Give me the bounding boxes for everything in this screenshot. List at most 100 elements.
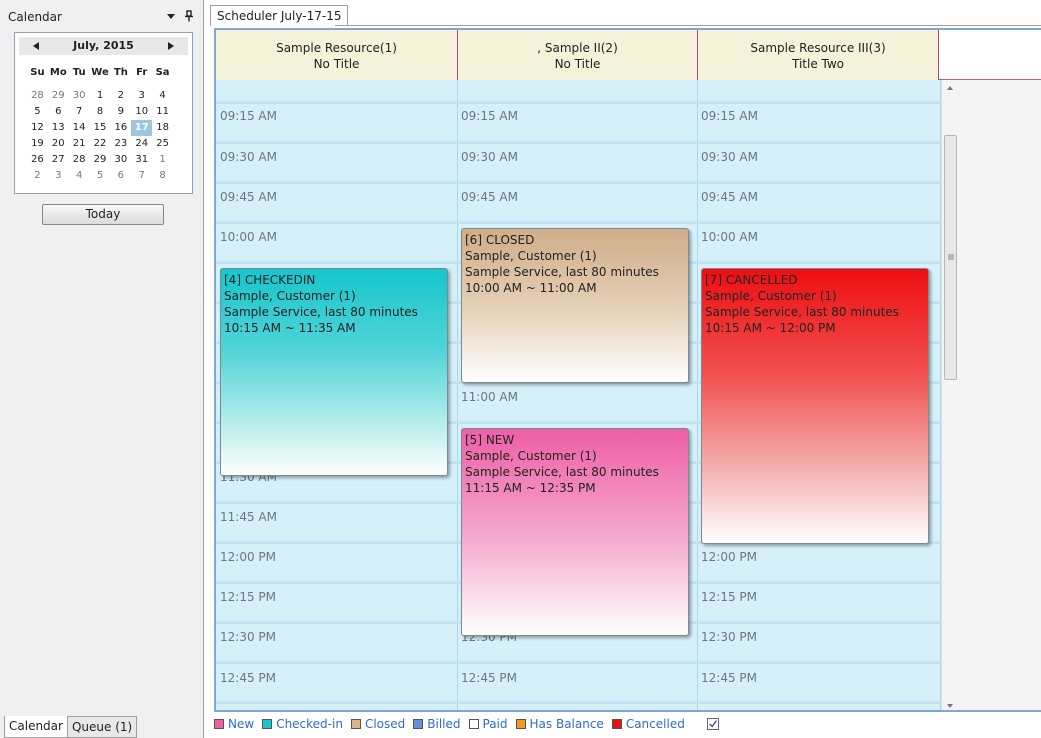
mini-calendar-day[interactable]: 3 [55, 170, 62, 181]
prev-month-icon[interactable] [31, 41, 41, 51]
mini-calendar-day[interactable]: 29 [51, 90, 65, 101]
legend-label: Paid [482, 717, 508, 731]
legend-color-swatch [468, 719, 479, 729]
mini-calendar-days: 28 29 30 1 2 3 4 5 6 7 8 9 10 11 12 13 14 15 16 17 18 19 20 21 2… [27, 88, 187, 184]
mini-calendar-day[interactable]: 5 [34, 106, 41, 117]
mini-calendar-day-selected[interactable]: 17 [131, 120, 153, 136]
mini-calendar-day[interactable]: 27 [51, 154, 65, 165]
dropdown-arrow-icon[interactable] [166, 11, 176, 21]
mini-calendar-day[interactable]: 2 [117, 90, 125, 101]
legend-item[interactable]: Billed [413, 717, 461, 731]
tab-calendar[interactable]: Calendar [4, 716, 68, 738]
appointment-time: 10:15 AM ~ 11:35 AM [224, 321, 356, 335]
mini-calendar-day[interactable]: 10 [135, 106, 149, 117]
appointment-closed[interactable]: [6] CLOSED Sample, Customer (1) Sample S… [461, 228, 689, 383]
mini-calendar-day[interactable]: 19 [31, 138, 44, 149]
scroll-down-icon[interactable] [946, 702, 954, 710]
appointment-customer: Sample, Customer (1) [224, 289, 356, 303]
time-slot-label: 09:45 AM [220, 190, 277, 204]
pin-icon[interactable] [184, 10, 194, 22]
time-slot-label: 12:15 PM [701, 590, 757, 604]
appointment-customer: Sample, Customer (1) [465, 249, 597, 263]
appointment-checkedin[interactable]: [4] CHECKEDIN Sample, Customer (1) Sampl… [220, 268, 448, 476]
legend-item[interactable]: Cancelled [611, 717, 685, 731]
resource-subtitle: Title Two [791, 57, 845, 71]
tab-scheduler[interactable]: Scheduler July-17-15 [210, 5, 349, 26]
time-slot-label: 10:00 AM [701, 230, 758, 244]
time-slot-label: 09:30 AM [461, 150, 518, 164]
mini-calendar-day[interactable]: 15 [93, 122, 107, 133]
legend-color-swatch [214, 719, 224, 729]
legend-item[interactable]: Has Balance [515, 717, 604, 731]
time-slot-label: 09:30 AM [220, 150, 277, 164]
legend-item[interactable]: New [214, 717, 254, 731]
mini-calendar-day[interactable]: 1 [96, 90, 104, 101]
mini-calendar-day[interactable]: 22 [93, 138, 107, 149]
mini-calendar-day[interactable]: 23 [114, 138, 128, 149]
time-grid[interactable]: 09:15 AM 09:30 AM 09:45 AM 10:00 AM 11:30 AM… [216, 80, 941, 710]
day-of-week-label: Th [113, 67, 128, 78]
mini-calendar-day[interactable]: 7 [138, 170, 145, 181]
mini-calendar-day[interactable]: 1 [159, 154, 166, 165]
mini-calendar-day[interactable]: 29 [93, 154, 107, 165]
mini-calendar-day[interactable]: 9 [117, 106, 125, 117]
mini-calendar-day[interactable]: 11 [156, 106, 169, 117]
mini-calendar-day[interactable]: 7 [75, 106, 83, 117]
time-slot-label: 09:15 AM [220, 109, 277, 123]
mini-calendar-day[interactable]: 2 [34, 170, 41, 181]
mini-calendar-day[interactable]: 30 [114, 154, 128, 165]
appointment-cancelled[interactable]: [7] CANCELLED Sample, Customer (1) Sampl… [701, 268, 929, 544]
resource-subtitle: No Title [554, 57, 601, 71]
mini-calendar-day[interactable]: 18 [156, 122, 169, 133]
mini-calendar-day[interactable]: 12 [31, 122, 44, 133]
legend-checkbox[interactable] [706, 718, 719, 730]
resource-header: Sample Resource(1) No Title , Sample II(… [216, 30, 1041, 80]
mini-calendar-day[interactable]: 4 [75, 170, 83, 181]
vertical-scrollbar[interactable] [941, 80, 958, 710]
mini-calendar-day[interactable]: 28 [72, 154, 86, 165]
mini-calendar-day[interactable]: 20 [51, 138, 65, 149]
time-slot-label: 12:00 PM [701, 550, 757, 564]
resource-header-1[interactable]: Sample Resource(1) No Title [216, 30, 458, 80]
mini-calendar-day[interactable]: 25 [156, 138, 169, 149]
mini-calendar-day[interactable]: 4 [159, 90, 166, 101]
mini-calendar-day[interactable]: 6 [117, 170, 125, 181]
scrollbar-thumb[interactable] [944, 135, 957, 380]
appointment-service: Sample Service, last 80 minutes [465, 465, 659, 479]
time-slot-label: 10:00 AM [220, 230, 277, 244]
next-month-icon[interactable] [166, 41, 176, 51]
resource-header-2[interactable]: , Sample II(2) No Title [458, 30, 698, 80]
mini-calendar-day[interactable]: 31 [135, 154, 149, 165]
scroll-up-icon[interactable] [946, 84, 954, 92]
tab-queue[interactable]: Queue (1) [66, 716, 138, 738]
mini-calendar-day[interactable]: 3 [138, 90, 145, 101]
mini-calendar-day[interactable]: 6 [55, 106, 62, 117]
mini-calendar-day[interactable]: 28 [31, 90, 44, 101]
appointment-status: [6] CLOSED [465, 233, 535, 247]
mini-calendar-day[interactable]: 26 [31, 154, 44, 165]
mini-calendar-header: July, 2015 [19, 37, 188, 55]
day-of-week-row: Su Mo Tu We Th Fr Sa [27, 67, 187, 81]
mini-calendar-day[interactable]: 5 [96, 170, 104, 181]
resource-header-3[interactable]: Sample Resource III(3) Title Two [698, 30, 939, 80]
mini-calendar-day[interactable]: 8 [96, 106, 104, 117]
mini-calendar-day[interactable]: 8 [159, 170, 166, 181]
mini-calendar-day[interactable]: 13 [51, 122, 65, 133]
today-button[interactable]: Today [42, 204, 164, 225]
column-divider [940, 80, 941, 710]
mini-calendar-day[interactable]: 24 [135, 138, 149, 149]
mini-calendar-day[interactable]: 14 [72, 122, 86, 133]
legend-item[interactable]: Paid [468, 717, 508, 731]
legend-item[interactable]: Checked-in [262, 717, 343, 731]
legend-label: Closed [364, 717, 406, 731]
mini-calendar-day[interactable]: 30 [72, 90, 86, 101]
month-label[interactable]: July, 2015 [73, 39, 134, 52]
time-slot-divider [216, 661, 941, 664]
appointment-new[interactable]: [5] NEW Sample, Customer (1) Sample Serv… [461, 428, 689, 636]
time-slot-label: 09:45 AM [461, 190, 518, 204]
legend-item[interactable]: Closed [350, 717, 406, 731]
time-slot-label: 09:15 AM [461, 109, 518, 123]
mini-calendar-day[interactable]: 16 [114, 122, 128, 133]
appointment-status: [7] CANCELLED [705, 273, 798, 287]
mini-calendar-day[interactable]: 21 [72, 138, 86, 149]
